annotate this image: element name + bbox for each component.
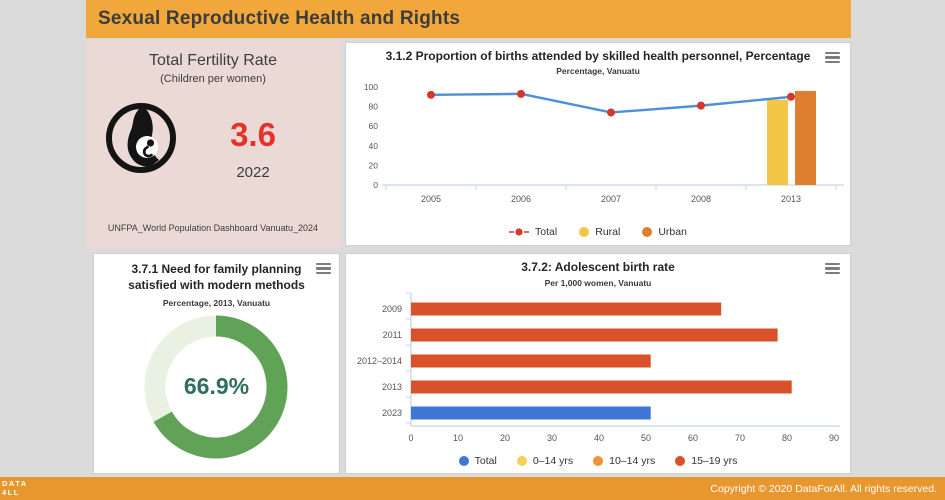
svg-text:2009: 2009 (382, 304, 402, 314)
legend-label-15-19: 15–19 yrs (691, 455, 738, 467)
family-planning-panel: 3.7.1 Need for family planning satisfied… (93, 253, 340, 474)
legend-label-rural: Rural (595, 226, 621, 238)
svg-text:100: 100 (364, 82, 378, 92)
svg-text:20: 20 (500, 433, 510, 443)
legend-item-total[interactable]: Total (509, 226, 557, 238)
legend-item-total[interactable]: Total (458, 455, 497, 467)
svg-text:50: 50 (641, 433, 651, 443)
fertility-card-subtitle: (Children per women) (160, 73, 266, 85)
fertility-card-source: UNFPA_World Population Dashboard Vanuatu… (107, 223, 319, 233)
data4all-logo: DATA 4LL (2, 479, 28, 497)
legend-label-0-14: 0–14 yrs (532, 455, 574, 467)
donut-title-line1: 3.7.1 Need for family planning (131, 262, 302, 276)
svg-text:90: 90 (829, 433, 839, 443)
legend-item-0-14[interactable]: 0–14 yrs (516, 455, 574, 467)
svg-text:60: 60 (369, 121, 379, 131)
total-line-marker-icon (509, 228, 530, 236)
fertility-rate-value: 3.6 (230, 116, 276, 153)
births-chart-subtitle: Percentage, Vanuatu (556, 66, 640, 76)
legend-item-urban[interactable]: Urban (642, 226, 687, 238)
copyright-text: Copyright © 2020 DataForAll. All rights … (710, 482, 937, 495)
page-title: Sexual Reproductive Health and Rights (98, 8, 461, 29)
births-attended-panel: 3.1.2 Proportion of births attended by s… (345, 42, 851, 246)
births-chart-legend: Total Rural Urban (346, 226, 850, 238)
svg-text:2011: 2011 (383, 330, 402, 340)
fertility-rate-year: 2022 (236, 164, 270, 181)
births-attended-chart: 0 20 40 60 80 100 2005 2006 2007 2008 2013 (364, 82, 844, 204)
logo-line2: 4LL (2, 488, 20, 497)
age-0-14-dot-icon (516, 456, 527, 466)
svg-text:70: 70 (735, 433, 745, 443)
svg-text:40: 40 (594, 433, 604, 443)
births-chart-menu-icon[interactable] (825, 52, 840, 63)
svg-text:60: 60 (688, 433, 698, 443)
legend-label-total: Total (474, 455, 497, 467)
age-15-19-dot-icon (675, 456, 686, 466)
svg-text:20: 20 (369, 160, 379, 170)
legend-item-15-19[interactable]: 15–19 yrs (675, 455, 737, 467)
fertility-card-title: Total Fertility Rate (148, 52, 278, 69)
pregnant-woman-icon (105, 102, 177, 179)
footer-bar: DATA 4LL Copyright © 2020 DataForAll. Al… (0, 477, 945, 500)
svg-text:80: 80 (369, 102, 379, 112)
donut-chart-menu-icon[interactable] (316, 263, 331, 274)
svg-text:2013: 2013 (781, 194, 801, 204)
fertility-rate-card: Total Fertility Rate (Children per women… (86, 40, 340, 248)
rural-dot-icon (579, 227, 590, 237)
donut-chart-subtitle: Percentage, 2013, Vanuatu (162, 298, 271, 308)
urban-dot-icon (642, 227, 653, 237)
legend-item-10-14[interactable]: 10–14 yrs (593, 455, 655, 467)
legend-label-total: Total (535, 226, 558, 238)
svg-text:80: 80 (782, 433, 792, 443)
donut-title-line2: satisfied with modern methods (128, 278, 305, 292)
total-dot-icon (458, 456, 469, 466)
svg-text:10: 10 (453, 433, 463, 443)
svg-text:2012–2014: 2012–2014 (357, 356, 402, 366)
donut-center-value: 66.9% (183, 373, 250, 399)
family-planning-donut-chart (144, 315, 288, 459)
svg-text:0: 0 (373, 180, 378, 190)
births-chart-title: 3.1.2 Proportion of births attended by s… (385, 49, 811, 63)
adolescent-birth-rate-chart: 2009 2011 2012–2014 2013 2023 0 10 20 30 40 50 60 70… (357, 292, 840, 443)
header-bar: Sexual Reproductive Health and Rights (86, 0, 851, 38)
legend-label-10-14: 10–14 yrs (609, 455, 656, 467)
svg-text:0: 0 (408, 433, 413, 443)
abr-chart-subtitle: Per 1,000 women, Vanuatu (544, 278, 652, 288)
logo-line1: DATA (2, 479, 28, 488)
adolescent-birth-rate-panel: 3.7.2: Adolescent birth rate Per 1,000 w… (345, 253, 851, 474)
abr-chart-legend: Total 0–14 yrs 10–14 yrs 15–19 yrs (346, 455, 850, 467)
legend-label-urban: Urban (658, 226, 687, 238)
svg-text:2007: 2007 (601, 194, 621, 204)
svg-text:40: 40 (369, 141, 379, 151)
svg-text:2008: 2008 (691, 194, 711, 204)
svg-text:2006: 2006 (511, 194, 531, 204)
svg-text:30: 30 (547, 433, 557, 443)
abr-chart-menu-icon[interactable] (825, 263, 840, 274)
age-10-14-dot-icon (593, 456, 604, 466)
abr-chart-title: 3.7.2: Adolescent birth rate (521, 260, 675, 274)
svg-text:2005: 2005 (421, 194, 441, 204)
svg-text:2023: 2023 (382, 408, 402, 418)
svg-text:2013: 2013 (382, 382, 402, 392)
legend-item-rural[interactable]: Rural (579, 226, 620, 238)
